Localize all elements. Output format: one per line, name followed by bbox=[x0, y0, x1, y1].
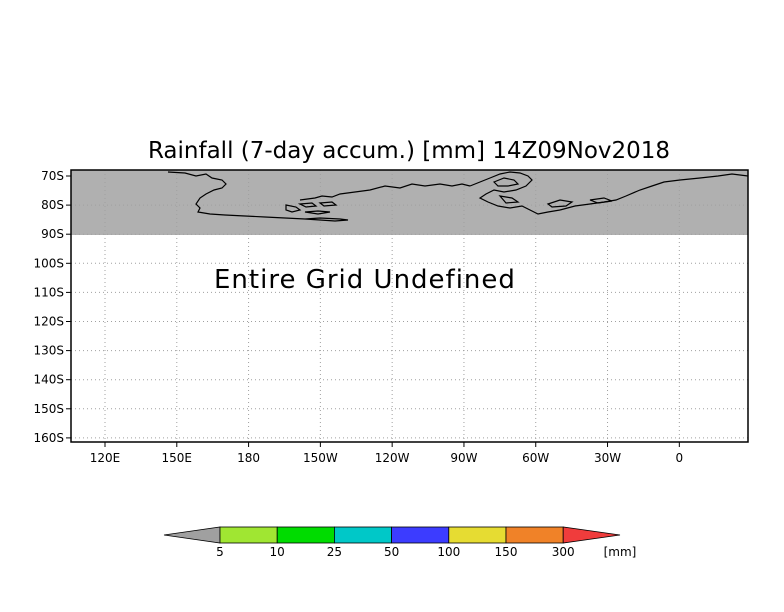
colorbar-bin bbox=[333, 526, 392, 544]
coastline-segment-island bbox=[304, 210, 331, 215]
y-tick-label: 90S bbox=[41, 227, 64, 241]
undefined-grid-message: Entire Grid Undefined bbox=[214, 265, 516, 295]
y-tick-label: 130S bbox=[33, 344, 64, 358]
colorbar-tick-label: 150 bbox=[495, 545, 518, 559]
coastline-segment-shelf bbox=[299, 183, 471, 201]
colorbar-bin bbox=[448, 526, 507, 544]
land-mask-region bbox=[71, 170, 748, 235]
colorbar-below-triangle bbox=[163, 526, 221, 544]
plot-frame bbox=[70, 169, 749, 443]
y-tick-label: 110S bbox=[33, 285, 64, 299]
colorbar-bin bbox=[219, 526, 278, 544]
x-tick-label: 60W bbox=[522, 451, 549, 465]
x-tick-label: 120E bbox=[90, 451, 121, 465]
map-title: Rainfall (7-day accum.) [mm] 14Z09Nov201… bbox=[148, 138, 670, 164]
coastline-segment-island-3 bbox=[318, 201, 338, 207]
y-tick-label: 120S bbox=[33, 315, 64, 329]
x-axis: 120E 150E 180 150W 120W 90W 60W 30W 0 bbox=[90, 442, 683, 465]
gridlines bbox=[71, 170, 748, 442]
y-tick-label: 150S bbox=[33, 402, 64, 416]
coastline-segment-east-island bbox=[546, 199, 574, 208]
plot-area: Entire Grid Undefined 70S 80S 90S 100S 110S 1… bbox=[33, 169, 749, 465]
x-tick-label: 150E bbox=[162, 451, 193, 465]
y-axis: 70S 80S 90S 100S 110S 120S 130S 140S 150S 160S bbox=[33, 169, 71, 445]
coastline-segment-inner-loop bbox=[492, 177, 520, 187]
colorbar-tick-label: 25 bbox=[327, 545, 342, 559]
coastline-segment-east-island-2 bbox=[589, 197, 613, 204]
x-tick-label: 30W bbox=[594, 451, 621, 465]
colorbar-above-triangle bbox=[562, 526, 621, 544]
coastline-segment-west bbox=[167, 171, 349, 222]
x-tick-label: 150W bbox=[303, 451, 338, 465]
coastline-segment-weddell bbox=[469, 171, 561, 215]
x-tick-label: 120W bbox=[375, 451, 410, 465]
x-tick-label: 90W bbox=[450, 451, 477, 465]
y-tick-label: 70S bbox=[41, 169, 64, 183]
colorbar-unit-label: [mm] bbox=[604, 545, 637, 559]
colorbar-tick-label: 300 bbox=[552, 545, 575, 559]
antarctic-coastline bbox=[167, 171, 749, 222]
colorbar-bin bbox=[391, 526, 450, 544]
y-tick-label: 140S bbox=[33, 373, 64, 387]
colorbar-tick-label: 10 bbox=[270, 545, 285, 559]
colorbar-tick-label: 100 bbox=[437, 545, 460, 559]
coastline-segment-east bbox=[559, 173, 749, 211]
colorbar-legend: 5 10 25 50 100 150 300 [mm] bbox=[163, 526, 637, 559]
colorbar-bin bbox=[505, 526, 564, 544]
x-tick-label: 180 bbox=[237, 451, 260, 465]
coastline-segment-island-2 bbox=[297, 202, 318, 208]
colorbar-tick-label: 5 bbox=[216, 545, 224, 559]
y-tick-label: 80S bbox=[41, 198, 64, 212]
y-tick-label: 100S bbox=[33, 256, 64, 270]
colorbar-tick-label: 50 bbox=[384, 545, 399, 559]
coastline-segment-inner-loop-2 bbox=[498, 195, 520, 204]
y-tick-label: 160S bbox=[33, 431, 64, 445]
coastline-segment-peninsula-left bbox=[285, 204, 302, 213]
x-tick-label: 0 bbox=[675, 451, 683, 465]
colorbar-bin bbox=[276, 526, 335, 544]
